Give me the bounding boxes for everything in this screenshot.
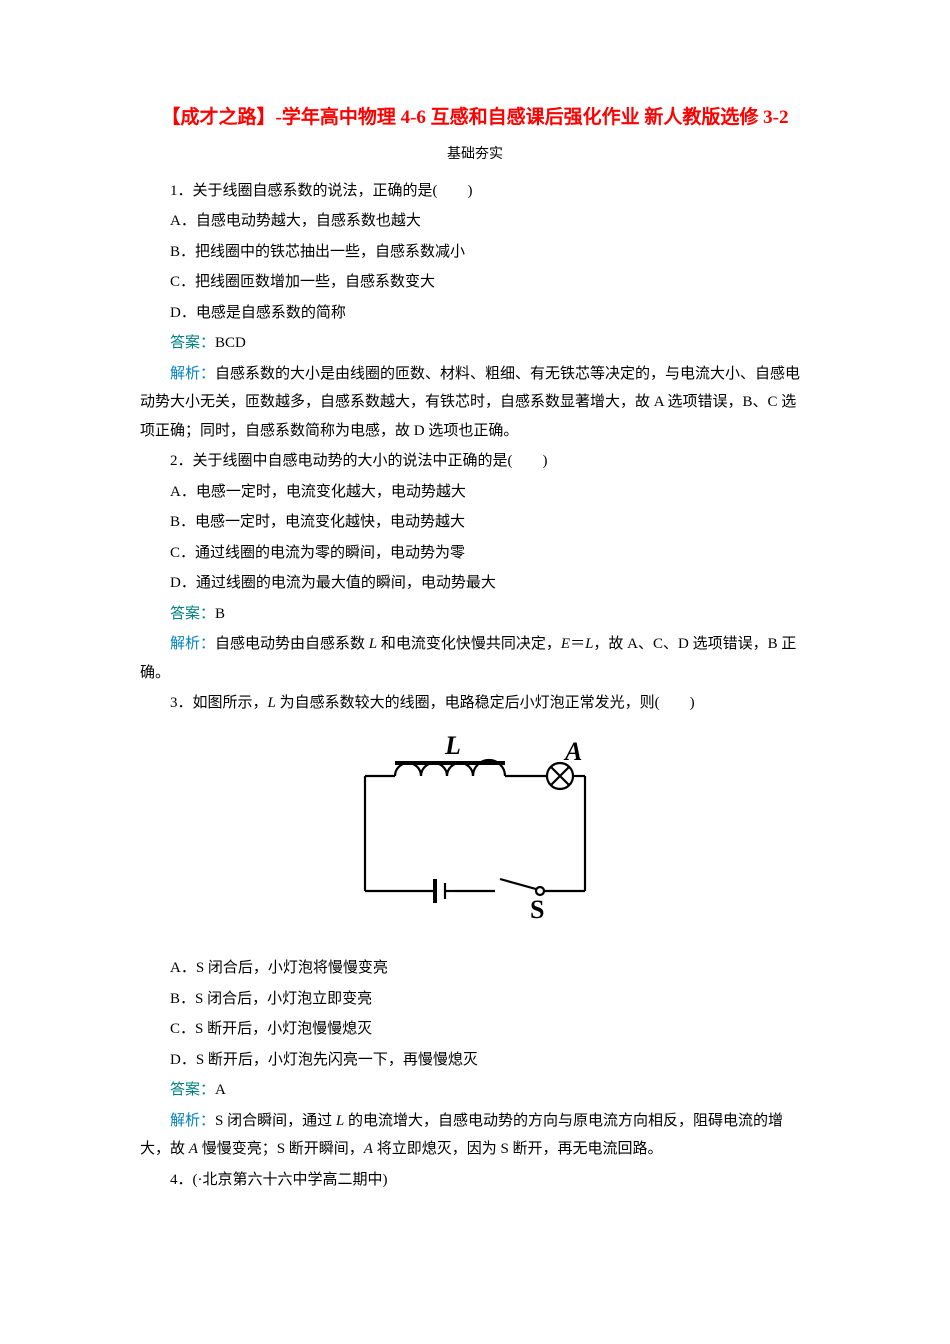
q1-analysis: 自感系数的大小是由线圈的匝数、材料、粗细、有无铁芯等决定的，与电流大小、自感电动…	[140, 366, 800, 439]
q1-optD: D．电感是自感系数的简称	[140, 299, 810, 328]
q2-eq: ＝	[570, 636, 585, 652]
q3-analysis-post: 将立即熄灭，因为 S 断开，再无电流回路。	[373, 1141, 663, 1157]
q3-aL: L	[336, 1113, 344, 1129]
q4-stem: 4．(·北京第六十六中学高二期中)	[140, 1166, 810, 1195]
q2-stem: 2．关于线圈中自感电动势的大小的说法中正确的是( )	[140, 447, 810, 476]
q1-analysis-line: 解析：自感系数的大小是由线圈的匝数、材料、粗细、有无铁芯等决定的，与电流大小、自…	[140, 360, 810, 446]
q1-optB: B．把线圈中的铁芯抽出一些，自感系数减小	[140, 238, 810, 267]
q3-stem-pre: 3．如图所示，	[170, 695, 268, 711]
q1-answer: BCD	[215, 335, 246, 351]
q3-optA: A．S 闭合后，小灯泡将慢慢变亮	[140, 954, 810, 983]
q3-analysis-mid2: 慢慢变亮；S 断开瞬间，	[198, 1141, 364, 1157]
q3-aA2: A	[364, 1141, 373, 1157]
page-title: 【成才之路】-学年高中物理 4-6 互感和自感课后强化作业 新人教版选修 3-2	[140, 100, 810, 136]
q1-optC: C．把线圈匝数增加一些，自感系数变大	[140, 268, 810, 297]
q1-optA: A．自感电动势越大，自感系数也越大	[140, 207, 810, 236]
q2-optD: D．通过线圈的电流为最大值的瞬间，电动势最大	[140, 569, 810, 598]
diagram-label-L: L	[444, 736, 461, 760]
title-text: 【成才之路】-学年高中物理 4-6 互感和自感课后强化作业 新人教版选修 3-2	[162, 107, 789, 128]
q3-optC: C．S 断开后，小灯泡慢慢熄灭	[140, 1015, 810, 1044]
q2-E: E	[561, 636, 570, 652]
q3-stem-post: 为自感系数较大的线圈，电路稳定后小灯泡正常发光，则( )	[276, 695, 695, 711]
diagram-label-A: A	[563, 737, 582, 766]
q2-analysis-pre: 自感电动势由自感系数	[215, 636, 369, 652]
q2-optB: B．电感一定时，电流变化越快，电动势越大	[140, 508, 810, 537]
answer-label: 答案：	[170, 606, 215, 622]
answer-label: 答案：	[170, 1082, 215, 1098]
q3-answer-line: 答案：A	[140, 1076, 810, 1105]
q3-optD: D．S 断开后，小灯泡先闪亮一下，再慢慢熄灭	[140, 1046, 810, 1075]
diagram-label-S: S	[530, 895, 544, 924]
q3-L: L	[268, 695, 276, 711]
q3-optB: B．S 闭合后，小灯泡立即变亮	[140, 985, 810, 1014]
analysis-label: 解析：	[170, 636, 215, 652]
answer-label: 答案：	[170, 335, 215, 351]
q2-analysis-line: 解析：自感电动势由自感系数 L 和电流变化快慢共同决定，E＝L，故 A、C、D …	[140, 630, 810, 687]
q2-optC: C．通过线圈的电流为零的瞬间，电动势为零	[140, 539, 810, 568]
q2-answer-line: 答案：B	[140, 600, 810, 629]
q1-stem: 1．关于线圈自感系数的说法，正确的是( )	[140, 177, 810, 206]
q3-aA: A	[189, 1141, 198, 1157]
q2-analysis-mid: 和电流变化快慢共同决定，	[377, 636, 561, 652]
analysis-label: 解析：	[170, 366, 215, 382]
q3-analysis-line: 解析：S 闭合瞬间，通过 L 的电流增大，自感电动势的方向与原电流方向相反，阻碍…	[140, 1107, 810, 1164]
circuit-diagram: L A S	[140, 736, 810, 937]
q2-optA: A．电感一定时，电流变化越大，电动势越大	[140, 478, 810, 507]
q3-answer: A	[215, 1082, 226, 1098]
analysis-label: 解析：	[170, 1113, 215, 1129]
subtitle: 基础夯实	[140, 142, 810, 169]
q3-analysis-pre: S 闭合瞬间，通过	[215, 1113, 336, 1129]
q2-L: L	[369, 636, 377, 652]
q2-answer: B	[215, 606, 225, 622]
q1-answer-line: 答案：BCD	[140, 329, 810, 358]
q3-stem: 3．如图所示，L 为自感系数较大的线圈，电路稳定后小灯泡正常发光，则( )	[140, 689, 810, 718]
